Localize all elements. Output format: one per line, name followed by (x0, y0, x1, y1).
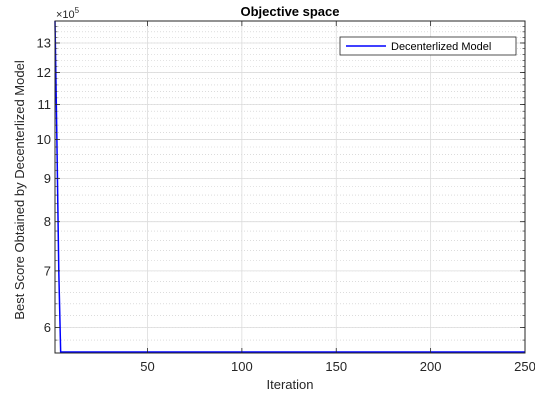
y-axis-exponent-power: 5 (75, 6, 80, 15)
x-tick-label: 150 (325, 359, 347, 374)
series-layer (54, 20, 525, 353)
chart-title: Objective space (241, 4, 340, 19)
y-tick-label: 11 (38, 97, 52, 112)
axes-box (54, 20, 526, 354)
x-tick-label: 250 (514, 359, 535, 374)
legend: Decenterlized Model (339, 36, 517, 56)
legend-box (339, 36, 517, 56)
y-tick-label: 12 (37, 65, 51, 80)
x-tick-labels: 50 100 150 200 250 (140, 359, 535, 374)
x-tick-label: 50 (140, 359, 154, 374)
legend-entry-label: Decenterlized Model (391, 41, 491, 53)
y-tick-label: 10 (37, 132, 51, 147)
y-axis-exponent: ×105 (56, 6, 80, 21)
y-tick-labels: 6 7 8 9 10 11 12 13 (37, 35, 51, 335)
y-axis-exponent-base: ×10 (56, 9, 75, 21)
y-tick-label: 9 (44, 171, 51, 186)
y-tick-label: 8 (44, 214, 51, 229)
axes-background (55, 21, 525, 353)
y-tick-label: 13 (37, 35, 51, 50)
x-tick-label: 100 (231, 359, 253, 374)
x-axis-label: Iteration (267, 377, 314, 392)
y-axis-label: Best Score Obtained by Decenterlized Mod… (12, 60, 27, 320)
x-tick-label: 200 (420, 359, 442, 374)
y-tick-label: 6 (44, 320, 51, 335)
series-line-decenterlized-model (54, 20, 525, 353)
tick-marks (55, 20, 526, 354)
y-tick-label: 7 (44, 263, 51, 278)
